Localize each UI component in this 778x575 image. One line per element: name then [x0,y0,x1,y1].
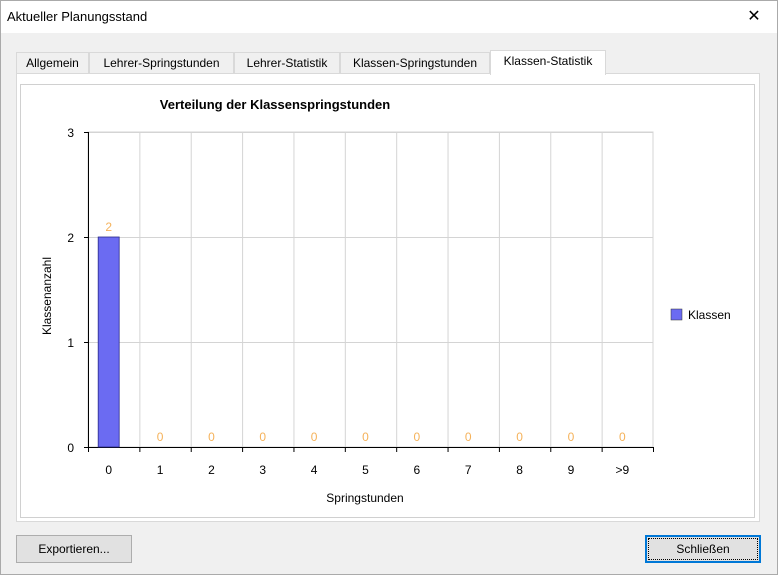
data-label: 0 [311,430,318,444]
close-button[interactable]: Schließen [645,535,761,563]
x-tick-label: 5 [362,463,369,477]
tab-lehrer-statistik[interactable]: Lehrer-Statistik [234,52,340,73]
chart-legend: Klassen [670,308,731,322]
tab-label: Lehrer-Statistik [246,56,328,70]
chart-container: Verteilung der Klassenspringstunden 0 1 2 3… [20,84,755,518]
tab-label: Lehrer-Springstunden [103,56,220,70]
data-label: 0 [465,430,472,444]
chart-bars [97,236,120,448]
x-tick-label: 8 [516,463,523,477]
data-label: 0 [157,430,164,444]
close-button-label: Schließen [676,542,730,556]
chart-grid [84,131,654,452]
tab-allgemein[interactable]: Allgemein [16,52,89,73]
tab-klassen-springstunden[interactable]: Klassen-Springstunden [340,52,490,73]
bar-chart: Verteilung der Klassenspringstunden 0 1 2 3… [40,97,731,505]
data-label: 0 [259,430,266,444]
data-label: 0 [516,430,523,444]
x-tick-label: 0 [105,463,112,477]
tab-label: Allgemein [26,56,79,70]
tab-panel: Verteilung der Klassenspringstunden 0 1 2 3… [16,73,760,522]
y-axis-label: Klassenanzahl [40,257,54,335]
bar [97,236,120,448]
legend-swatch [670,308,683,321]
tab-lehrer-springstunden[interactable]: Lehrer-Springstunden [89,52,234,73]
tab-label: Klassen-Statistik [503,54,593,68]
x-tick-label: 9 [568,463,575,477]
close-icon[interactable]: ✕ [747,8,761,25]
export-button-label: Exportieren... [38,542,110,556]
x-tick-label: 1 [157,463,164,477]
data-label: 2 [105,220,112,234]
window-title: Aktueller Planungsstand [7,9,148,24]
data-label: 0 [362,430,369,444]
chart-labels: 0 1 2 3 0 1 2 3 4 5 6 7 8 9 >9 2 0 0 0 0 0 0 0 0 0 0 [67,126,629,477]
y-tick-label: 0 [67,441,74,455]
data-label: 0 [208,430,215,444]
data-label: 0 [414,430,421,444]
tab-klassen-statistik[interactable]: Klassen-Statistik [490,50,606,75]
tab-label: Klassen-Springstunden [352,56,478,70]
x-axis-label: Springstunden [326,491,403,505]
x-tick-label: 4 [311,463,318,477]
x-tick-label: 2 [208,463,215,477]
x-tick-label: >9 [615,463,629,477]
x-tick-label: 6 [414,463,421,477]
legend-label: Klassen [688,308,731,322]
y-tick-label: 3 [67,126,74,140]
x-tick-label: 7 [465,463,472,477]
data-label: 0 [568,430,575,444]
plot-area [87,131,654,448]
title-bar: Aktueller Planungsstand ✕ [1,1,777,33]
export-button[interactable]: Exportieren... [16,535,132,563]
x-tick-label: 3 [259,463,266,477]
y-tick-label: 2 [67,231,74,245]
chart-title: Verteilung der Klassenspringstunden [160,97,390,112]
y-tick-label: 1 [67,336,74,350]
data-label: 0 [619,430,626,444]
